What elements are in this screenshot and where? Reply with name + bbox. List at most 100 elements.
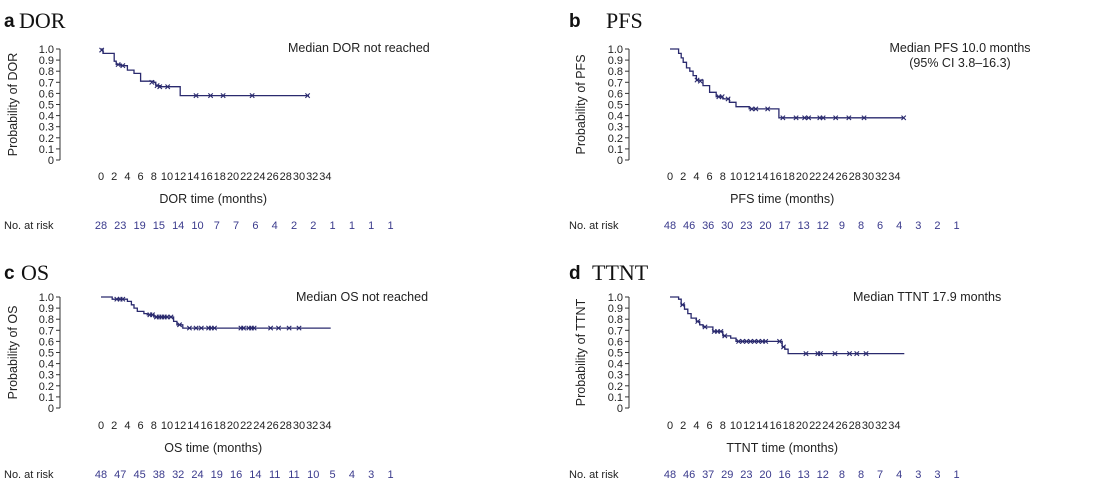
censor-mark [740,338,746,344]
at-risk-count: 19 [133,220,145,232]
x-tick-label: 14 [187,420,199,432]
censor-mark [207,93,214,99]
censor-mark [697,78,703,84]
panel-dor: a DOR00.10.20.30.40.50.60.70.80.91.0Proba… [4,8,430,232]
x-tick-label: 10 [730,420,742,432]
at-risk-count: 14 [249,469,261,481]
censor-mark [198,325,204,331]
panel-pfs: b PFS00.10.20.30.40.50.60.70.80.91.0Proba… [569,8,1031,232]
y-tick-label: 0 [48,403,54,415]
y-tick-label: 0.2 [608,133,623,145]
panel-os: c OS00.10.20.30.40.50.60.70.80.91.0Probab… [4,260,428,481]
y-tick-label: 0.5 [608,100,623,112]
x-tick-label: 32 [875,420,887,432]
censor-mark [755,338,762,344]
x-tick-label: 20 [796,420,808,432]
y-tick-label: 0.9 [608,55,623,67]
x-tick-label: 6 [138,420,144,432]
censor-mark [220,93,226,99]
at-risk-count: 7 [214,220,220,232]
y-tick-label: 0.8 [39,66,54,78]
x-tick-label: 14 [756,171,768,183]
x-tick-label: 2 [111,171,117,183]
x-tick-label: 24 [253,171,265,183]
at-risk-count: 8 [858,469,864,481]
x-tick-label: 28 [280,171,292,183]
censor-mark [176,322,183,328]
x-tick-label: 6 [138,171,144,183]
at-risk-count: 46 [683,220,695,232]
censor-mark [751,338,758,344]
censor-mark [193,93,199,99]
at-risk-count: 15 [153,220,165,232]
censor-mark [749,106,755,112]
x-tick-label: 14 [756,420,768,432]
y-tick-label: 0.8 [39,314,54,326]
at-risk-count: 38 [153,469,165,481]
at-risk-count: 19 [211,469,223,481]
at-risk-label: No. at risk [569,220,619,232]
at-risk-count: 3 [934,469,940,481]
x-tick-label: 2 [680,420,686,432]
at-risk-count: 16 [778,469,790,481]
at-risk-count: 30 [721,220,733,232]
x-tick-label: 32 [875,171,887,183]
x-tick-label: 18 [783,420,795,432]
x-tick-label: 32 [306,171,318,183]
x-axis-title: DOR time (months) [159,192,267,206]
y-tick-label: 0.2 [608,381,623,393]
at-risk-count: 20 [759,220,771,232]
censor-mark [240,325,247,331]
censor-mark [115,61,121,68]
y-tick-label: 0.3 [608,370,623,382]
x-tick-label: 10 [161,171,173,183]
censor-mark [702,324,708,330]
censor-mark [304,93,311,99]
at-risk-count: 37 [702,469,714,481]
censor-mark [803,351,809,357]
y-tick-label: 0.2 [39,381,54,393]
x-tick-label: 26 [266,420,278,432]
x-tick-label: 30 [293,171,305,183]
x-tick-label: 8 [151,171,157,183]
x-tick-label: 34 [888,420,900,432]
at-risk-count: 9 [839,220,845,232]
at-risk-count: 3 [915,469,921,481]
y-tick-label: 0.8 [608,66,623,78]
x-tick-label: 24 [822,420,834,432]
censor-mark [861,115,867,121]
censor-mark [718,328,724,334]
y-tick-label: 0.9 [608,303,623,315]
x-tick-label: 28 [849,420,861,432]
x-tick-label: 4 [124,171,130,183]
panel-title: DOR [19,8,66,33]
at-risk-count: 10 [307,469,319,481]
median-annotation: Median TTNT 17.9 months [853,290,1001,304]
x-tick-label: 26 [266,171,278,183]
at-risk-count: 12 [817,469,829,481]
at-risk-count: 23 [114,220,126,232]
censor-mark [736,338,742,344]
censor-mark [820,115,826,121]
at-risk-label: No. at risk [4,220,54,232]
at-risk-count: 48 [95,469,107,481]
x-tick-label: 34 [888,171,900,183]
x-tick-label: 20 [227,420,239,432]
x-tick-label: 30 [862,420,874,432]
x-tick-label: 18 [214,420,226,432]
y-tick-label: 0.3 [39,122,54,134]
x-tick-label: 0 [667,420,673,432]
censor-mark [833,115,839,121]
at-risk-count: 29 [721,469,733,481]
y-tick-label: 0.1 [39,144,54,156]
x-tick-label: 6 [707,171,713,183]
y-tick-label: 0.7 [39,77,54,89]
at-risk-count: 46 [683,469,695,481]
censor-mark [780,115,786,121]
at-risk-label: No. at risk [4,469,54,481]
x-tick-label: 0 [98,171,104,183]
censor-mark [275,325,282,331]
x-tick-label: 30 [862,171,874,183]
panel-letter: a [4,11,15,32]
